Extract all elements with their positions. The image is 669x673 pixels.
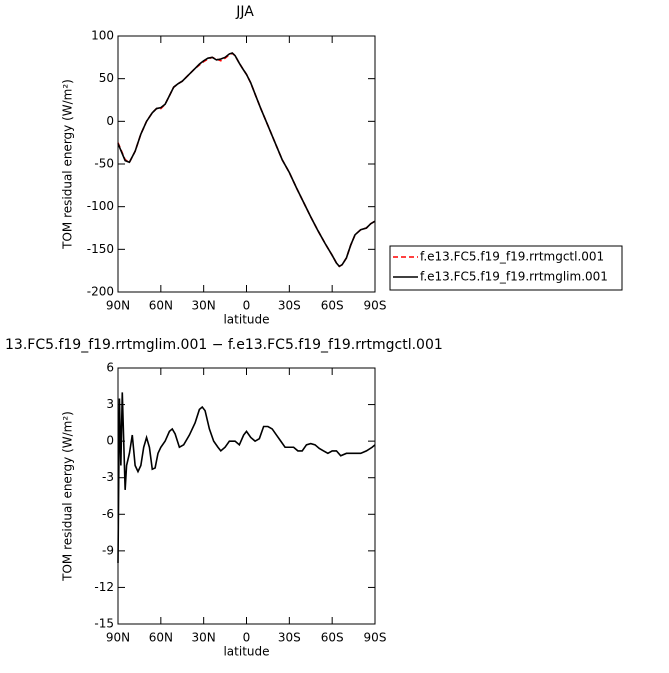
x-tick-label: 30N [192,631,216,645]
x-axis-label: latitude [223,645,269,659]
x-tick-label: 60N [149,299,173,313]
y-tick-label: 100 [91,29,114,43]
y-tick-label: -9 [102,543,114,557]
y-tick-label: 6 [106,361,114,375]
data-line [117,392,376,564]
chart-title: 13.FC5.f19_f19.rrtmglim.001 − f.e13.FC5.… [5,337,443,353]
y-tick-label: -3 [102,470,114,484]
y-tick-label: 50 [99,71,114,85]
y-axis-label: TOM residual energy (W/m²) [61,411,75,582]
x-tick-label: 0 [243,299,251,313]
x-tick-label: 90S [364,299,387,313]
y-tick-label: -15 [94,617,114,631]
x-tick-label: 30S [278,299,301,313]
x-tick-label: 60S [321,631,344,645]
legend-label: f.e13.FC5.f19_f19.rrtmglim.001 [420,270,608,284]
x-tick-label: 60S [321,299,344,313]
x-tick-label: 60N [149,631,173,645]
x-tick-label: 90S [364,631,387,645]
x-axis-label: latitude [223,313,269,327]
y-tick-label: -12 [94,580,114,594]
legend-box [389,245,623,291]
x-tick-label: 0 [243,631,251,645]
x-tick-label: 90N [106,631,130,645]
y-tick-label: 3 [106,397,114,411]
x-tick-label: 30S [278,631,301,645]
y-tick-label: -150 [87,242,114,256]
x-tick-label: 90N [106,299,130,313]
legend-label: f.e13.FC5.f19_f19.rrtmgctl.001 [420,250,604,264]
y-tick-label: -200 [87,285,114,299]
y-tick-label: -6 [102,507,114,521]
x-tick-label: 30N [192,299,216,313]
chart-title: JJA [235,4,254,20]
y-tick-label: 0 [106,434,114,448]
y-tick-label: 0 [106,114,114,128]
plot-frame [117,367,376,625]
data-line [117,52,376,268]
data-line [117,52,376,268]
plot-frame [117,35,376,293]
y-tick-label: -100 [87,199,114,213]
y-axis-label: TOM residual energy (W/m²) [61,79,75,250]
y-tick-label: -50 [94,157,114,171]
